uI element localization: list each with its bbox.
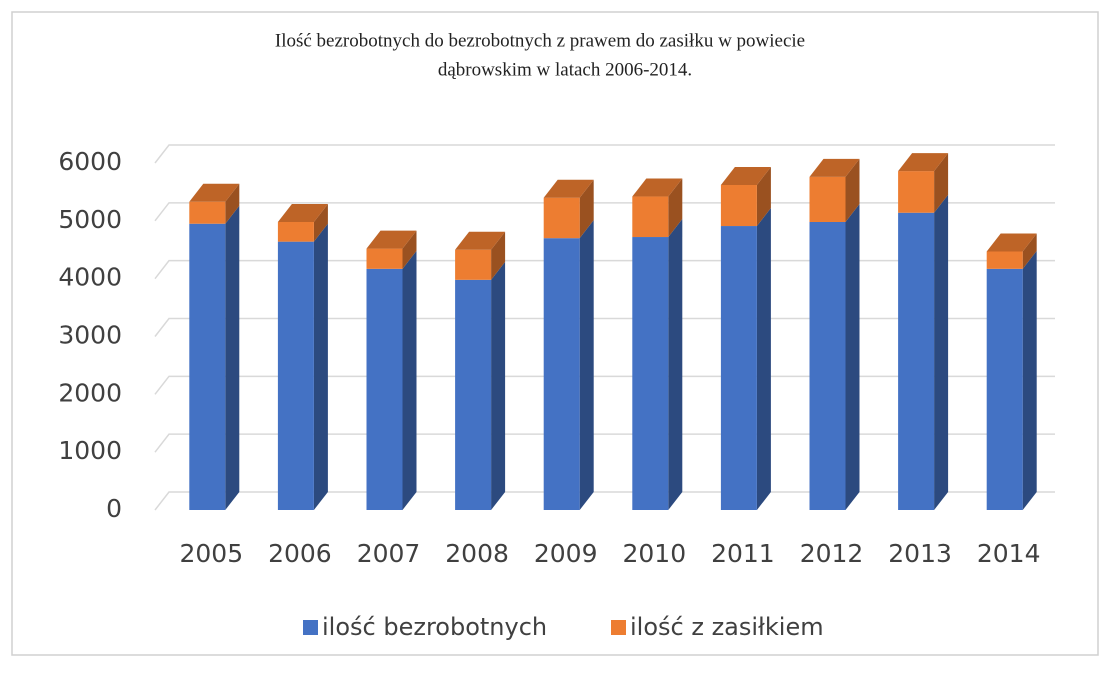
legend-swatch [303, 620, 318, 635]
bar-side [1022, 233, 1037, 269]
bar-top [455, 231, 506, 250]
bar [366, 248, 403, 269]
bar [277, 221, 314, 242]
bar [720, 184, 757, 227]
bar-side [579, 179, 594, 239]
y-tick-label: 3000 [58, 321, 122, 350]
bar-top [809, 158, 860, 177]
bar-side [313, 203, 328, 242]
bar [986, 251, 1023, 269]
x-tick-label: 2008 [445, 539, 509, 568]
bar-side [845, 158, 860, 222]
y-tick-label: 2000 [58, 378, 122, 407]
legend-label: ilość z zasiłkiem [630, 613, 824, 641]
x-tick-label: 2010 [622, 539, 686, 568]
bar-side [668, 219, 683, 510]
y-tick-label: 1000 [58, 436, 122, 465]
x-tick-label: 2005 [179, 539, 243, 568]
y-tick-label: 4000 [58, 263, 122, 292]
bar [986, 268, 1023, 510]
bar-side [668, 178, 683, 238]
bar-side [756, 166, 771, 227]
bar [189, 201, 226, 224]
bar [809, 176, 846, 222]
bar-top [366, 230, 417, 249]
bar-side [225, 205, 240, 510]
bar [632, 196, 669, 238]
bar-top [632, 178, 683, 197]
legend-label: ilość bezrobotnych [322, 613, 547, 641]
bar-top [720, 166, 771, 185]
bar [277, 241, 314, 511]
chart-title: Ilość bezrobotnych do bezrobotnych z pra… [275, 30, 805, 51]
grid-line [154, 144, 1055, 164]
x-tick-label: 2013 [888, 539, 952, 568]
bar-side [934, 194, 949, 510]
y-tick-label: 5000 [58, 205, 122, 234]
legend-swatch [611, 620, 626, 635]
bar [720, 226, 757, 510]
bar-side [579, 220, 594, 510]
bar-top [543, 179, 594, 198]
y-tick-label: 6000 [58, 147, 122, 176]
x-tick-label: 2012 [800, 539, 864, 568]
bar-side [402, 250, 417, 510]
bar-top [986, 233, 1037, 252]
bar [632, 237, 669, 510]
bar [809, 221, 846, 511]
bar-side [934, 153, 949, 213]
bar-side [225, 183, 240, 224]
bar-top [898, 153, 949, 172]
bar-top [189, 183, 240, 202]
bar [455, 279, 492, 510]
y-tick-label: 0 [106, 494, 122, 523]
x-tick-label: 2007 [357, 539, 421, 568]
bar-side [313, 223, 328, 511]
bar [366, 268, 403, 510]
bar [543, 197, 580, 239]
x-tick-label: 2011 [711, 539, 775, 568]
bar [189, 223, 226, 510]
x-tick-label: 2009 [534, 539, 598, 568]
bar-side [1022, 250, 1037, 510]
bar-top [277, 203, 328, 222]
bar [455, 249, 492, 280]
bar-side [845, 203, 860, 511]
bar [543, 238, 580, 510]
bar [898, 212, 935, 510]
bar [898, 171, 935, 213]
bar-side [491, 231, 506, 280]
bar-side [756, 208, 771, 510]
bar-side [491, 261, 506, 510]
bar-side [402, 230, 417, 269]
x-tick-label: 2014 [977, 539, 1041, 568]
x-tick-label: 2006 [268, 539, 332, 568]
chart-title: dąbrowskim w latach 2006-2014. [438, 59, 692, 80]
